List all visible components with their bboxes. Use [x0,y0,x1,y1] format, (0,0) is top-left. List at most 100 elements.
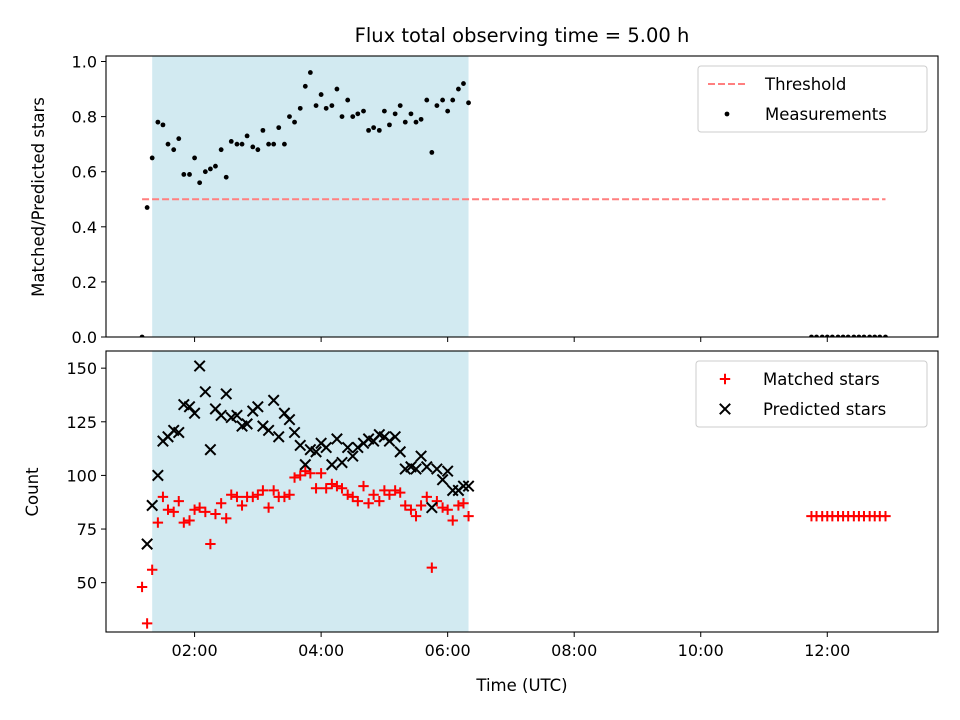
data-point [184,515,195,526]
data-point [255,147,261,153]
x-tick-label: 06:00 [425,641,471,660]
data-point [178,517,190,528]
data-point [845,334,851,337]
data-point [453,500,464,511]
data-point [149,155,155,161]
data-point [271,141,277,147]
data-point [213,163,218,169]
data-point [867,334,873,337]
x-axis-label: Time (UTC) [475,676,567,695]
data-point [251,400,264,413]
data-point [840,334,846,337]
legend-swatch-dot [724,111,730,117]
data-point [210,508,221,520]
data-point [877,334,883,337]
data-point [405,504,417,515]
data-point [408,111,414,117]
data-point [313,103,319,108]
data-point [236,500,248,511]
data-point [215,498,227,509]
data-point [872,334,878,337]
series-layer [136,360,891,629]
data-point [241,418,253,430]
data-point [315,468,327,479]
data-point [415,450,427,463]
data-point [381,108,387,114]
data-point [457,480,470,493]
legend-label: Threshold [764,75,846,94]
axes-frame [105,350,939,633]
data-point [165,141,171,147]
data-point [809,334,814,337]
data-point [447,515,458,526]
data-point [172,426,185,439]
legend: Threshold Measurements [697,65,928,133]
data-point [139,334,145,337]
series-plus [136,465,891,629]
data-point [197,180,203,186]
data-point [320,441,333,454]
data-point [279,491,290,503]
data-point [272,430,285,443]
legend-box [695,360,928,428]
data-point [152,517,164,528]
data-point [160,122,166,128]
data-point [437,502,448,513]
series-layer [139,70,888,337]
data-point [463,510,474,522]
data-point [358,480,369,492]
x-tick-label: 08:00 [551,641,597,660]
data-point [397,103,403,108]
data-point [442,504,453,515]
data-point [355,111,361,117]
y-tick-label: 0.6 [72,163,97,182]
data-point [247,491,258,503]
data-point [424,97,430,103]
legend: Matched stars Predicted stars [695,360,928,428]
data-point [215,409,228,422]
data-point [336,483,348,494]
data-point [415,500,427,511]
y-tick-label: 50 [77,574,97,593]
data-point [880,510,891,522]
legend-label: Measurements [765,105,887,124]
data-point [819,334,825,337]
data-point [410,510,422,522]
y-tick-label: 0.2 [72,273,97,292]
data-point [456,86,461,92]
data-point [431,495,443,507]
y-tick-label: 100 [66,466,97,485]
data-point [299,458,312,471]
data-point [346,450,359,463]
data-point [374,495,385,507]
data-point [429,150,435,155]
data-point [450,97,456,103]
data-point [861,334,867,337]
data-point [425,501,438,514]
data-point [392,111,398,117]
data-point [268,485,279,496]
data-point [282,141,287,147]
data-point [441,465,454,478]
data-point [856,334,862,337]
data-point [394,445,407,458]
data-point [329,103,335,108]
data-point [410,463,422,475]
chart-title: Flux total observing time = 5.00 h [355,24,690,47]
data-point [157,491,169,503]
data-point [436,473,449,486]
legend-label: Matched stars [763,370,880,389]
y-tick-label: 1.0 [72,53,97,72]
data-point [171,147,177,153]
data-point [250,144,256,150]
data-point [336,456,348,469]
data-point [262,424,275,437]
data-point [323,105,329,111]
y-axis-label-ratio: Matched/Predicted stars [29,97,48,297]
y-tick-label: 150 [66,359,97,378]
data-point [395,487,406,498]
x-tick-label: 10:00 [678,641,724,660]
data-point [188,407,201,420]
data-point [300,465,311,477]
